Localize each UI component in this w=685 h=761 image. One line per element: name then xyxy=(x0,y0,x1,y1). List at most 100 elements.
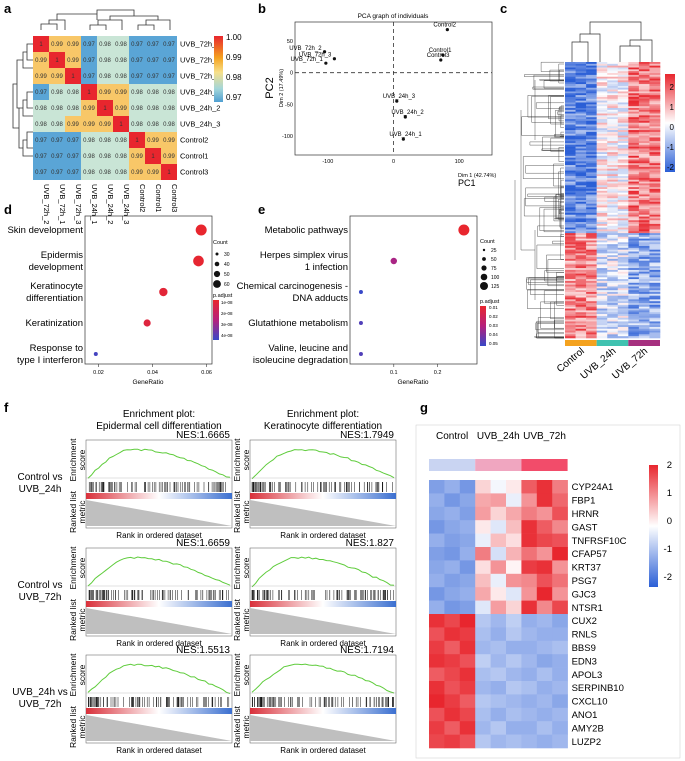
corr-value: 0.97 xyxy=(35,170,47,176)
deg-cell xyxy=(596,124,608,127)
corr-cell xyxy=(33,132,49,148)
deg-cell xyxy=(628,71,640,74)
pca-xtick: 0 xyxy=(392,159,395,165)
deg-cell xyxy=(607,113,619,116)
pca-points: Control2Control1Control3UVB_72h_2UVB_72h… xyxy=(289,23,457,141)
size-legend-dot xyxy=(213,280,221,288)
gene-cell xyxy=(506,694,522,709)
deg-cell xyxy=(617,71,629,74)
rank-gradient xyxy=(250,708,396,714)
deg-cell xyxy=(575,102,587,105)
gene-cell xyxy=(536,694,553,709)
deg-cell xyxy=(638,142,650,146)
kegg-padj-title: p.adjust xyxy=(480,299,500,305)
deg-cell xyxy=(649,273,661,276)
corr-cell xyxy=(65,116,81,132)
term-dot xyxy=(358,290,363,294)
deg-cell xyxy=(575,214,587,217)
deg-cell xyxy=(638,271,650,274)
deg-cell xyxy=(586,141,597,144)
deg-cell xyxy=(607,200,619,203)
size-legend-dot xyxy=(482,248,486,252)
deg-cell xyxy=(586,174,597,177)
deg-cell xyxy=(649,108,661,111)
deg-cell xyxy=(607,91,619,94)
deg-cell xyxy=(575,157,587,160)
deg-cell xyxy=(607,179,619,182)
corr-value: 0.98 xyxy=(67,106,79,112)
gene-cell xyxy=(521,573,538,588)
deg-cell xyxy=(565,249,576,252)
deg-cell xyxy=(586,306,597,309)
gene-tick: 1 xyxy=(667,488,672,499)
deg-cell xyxy=(628,172,640,175)
deg-cell xyxy=(596,119,608,122)
deg-cell xyxy=(628,234,640,238)
deg-cell xyxy=(617,69,629,72)
deg-cell xyxy=(638,301,650,304)
corr-value: 0.99 xyxy=(35,74,47,80)
deg-cell xyxy=(575,315,587,319)
deg-cell xyxy=(638,183,650,186)
deg-cell xyxy=(649,155,661,158)
deg-cell xyxy=(628,233,640,236)
deg-cell xyxy=(628,170,640,173)
deg-cell xyxy=(638,266,650,269)
corr-value: 0.99 xyxy=(51,42,63,48)
deg-cell xyxy=(628,89,640,92)
deg-cell xyxy=(586,244,597,247)
deg-cell xyxy=(596,336,608,339)
deg-cell xyxy=(586,142,597,146)
deg-cell xyxy=(586,91,597,94)
deg-cell xyxy=(638,177,650,181)
deg-cell xyxy=(586,108,597,111)
deg-cell xyxy=(575,93,587,96)
deg-cell xyxy=(607,229,619,232)
gene-cell xyxy=(536,614,553,628)
deg-cell xyxy=(596,95,608,98)
gene-cell xyxy=(521,533,538,548)
deg-cell xyxy=(617,166,629,170)
deg-cell xyxy=(596,301,608,304)
deg-cell xyxy=(565,216,576,219)
deg-cell xyxy=(628,292,640,295)
deg-cell xyxy=(638,111,650,114)
deg-cell xyxy=(638,168,650,171)
corr-cell xyxy=(161,132,177,148)
corr-cell xyxy=(97,116,113,132)
corr-cell xyxy=(145,52,161,68)
gene-cell xyxy=(506,547,522,561)
deg-cell xyxy=(607,109,619,112)
deg-cell xyxy=(586,78,597,81)
gene-colorbar-ticks: 210-1-2 xyxy=(664,460,672,583)
deg-cell xyxy=(586,73,597,76)
deg-cell xyxy=(649,280,661,284)
corr-colorbar xyxy=(214,36,223,102)
go-frame xyxy=(84,215,213,365)
deg-cell xyxy=(628,212,640,216)
deg-cell xyxy=(586,168,597,171)
col-label: UVB_72h_1 xyxy=(58,184,67,224)
deg-cell xyxy=(575,185,587,188)
deg-cell xyxy=(607,190,619,193)
gene-cell xyxy=(444,547,461,561)
deg-cell xyxy=(575,126,587,129)
group-bar-segment xyxy=(628,340,660,346)
deg-cell xyxy=(617,314,629,317)
size-legend-label: 125 xyxy=(491,284,500,290)
corr-cell xyxy=(65,164,81,180)
deg-cell xyxy=(649,266,661,269)
deg-cell xyxy=(575,301,587,304)
deg-cell xyxy=(596,229,608,232)
deg-cell xyxy=(565,242,576,245)
gene-cell xyxy=(552,707,568,722)
deg-cell xyxy=(565,85,576,89)
deg-cell xyxy=(596,130,608,133)
corr-cell xyxy=(97,164,113,180)
deg-cell xyxy=(628,277,640,280)
deg-cell xyxy=(565,222,576,225)
deg-cell xyxy=(628,119,640,122)
term-dot xyxy=(159,287,168,297)
gene-label: FBP1 xyxy=(572,496,596,507)
